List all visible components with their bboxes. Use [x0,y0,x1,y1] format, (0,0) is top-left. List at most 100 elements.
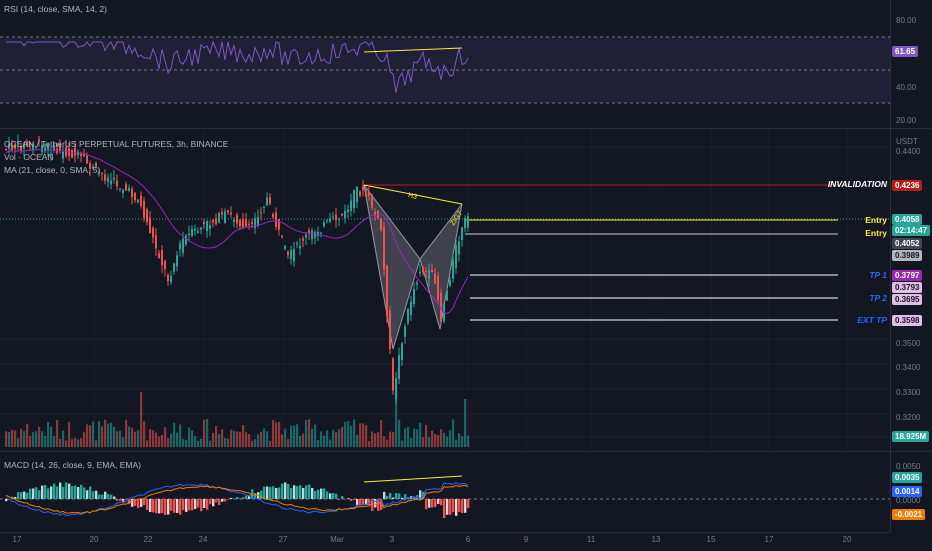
candle-body [314,232,316,238]
macd-histogram-bar [329,493,331,499]
macd-histogram-bar [230,498,232,499]
macd-histogram-bar [176,499,178,513]
volume-bar [467,436,469,447]
candle-body [248,224,250,225]
macd-histogram-bar [89,487,91,499]
ma-price-tag: 0.3989 [892,250,922,261]
volume-bar [233,431,235,447]
macd-histogram-bar [140,499,142,507]
volume-bar [395,387,397,447]
candle-body [368,192,370,196]
volume-bar [164,427,166,447]
volume-bar [434,434,436,447]
time-axis[interactable] [0,532,890,551]
entry-label-1: Entry [865,215,887,225]
macd-histogram-bar [398,494,400,499]
candle-body [326,220,328,221]
volume-bar [92,422,94,447]
macd-histogram-bar [206,499,208,510]
volume-bar [200,439,202,447]
macd-histogram-bar [164,499,166,515]
price-axis[interactable]: 80.00 40.00 20.00 61.65 USDT 0.4400 0.42… [890,0,932,550]
macd-histogram-bar [212,499,214,506]
volume-bar [299,436,301,447]
entry-price-tag: 0.4052 [892,238,922,249]
macd-histogram-bar [455,499,457,516]
macd-histogram-bar [203,499,205,508]
volume-bar [5,431,7,447]
candle-body [263,207,265,208]
macd-histogram-bar [137,499,139,508]
rsi-pane[interactable]: RSI (14, close, SMA, 14, 2) [0,0,890,127]
macd-histogram-bar [356,499,358,505]
macd-histogram-bar [224,499,226,501]
volume-bar [449,431,451,447]
volume-bar [101,426,103,447]
candle-body [173,264,175,272]
macd-histogram-bar [71,486,73,499]
volume-bar [149,429,151,447]
volume-tag: 18.925M [892,431,929,442]
volume-bar [344,422,346,447]
volume-bar [128,427,130,447]
macd-histogram-bar [269,487,271,499]
volume-bar [74,438,76,447]
volume-bar [374,433,376,447]
macd-histogram-bar [182,499,184,510]
volume-bar [383,436,385,447]
macd-histogram-bar [170,499,172,511]
volume-bar [86,424,88,447]
volume-bar [230,430,232,447]
volume-bar [212,433,214,447]
macd-histogram-bar [314,491,316,499]
volume-bar [440,429,442,447]
candle-body [290,250,292,259]
time-label: 13 [652,535,661,544]
volume-bar [134,432,136,447]
macd-histogram-bar [245,496,247,499]
volume-bar [461,436,463,447]
macd-pane[interactable]: MACD (14, 26, close, 9, EMA, EMA) [0,452,890,532]
candle-body [416,282,418,284]
volume-bar [131,428,133,447]
candle-body [332,217,334,218]
volume-bar [35,431,37,447]
candle-body [410,302,412,316]
candle-body [284,246,286,249]
price-tick-4400: 0.4400 [896,147,920,156]
volume-bar [20,429,22,447]
tp2-price-tag: 0.3695 [892,294,922,305]
price-pane[interactable]: OCEAN / TetherUS PERPETUAL FUTURES, 3h, … [0,129,890,450]
macd-histogram-bar [62,487,64,499]
macd-histogram-bar [95,491,97,499]
macd-hist-tag: 0.0035 [892,472,922,483]
ma-legend[interactable]: MA (21, close, 0, SMA, 5) [4,165,100,175]
volume-bar [17,438,19,447]
macd-histogram-bar [287,484,289,499]
macd-histogram-bar [362,499,364,505]
candle-body [233,220,235,222]
candle-body [464,218,466,228]
tp1-price-tag: 0.3797 [892,270,922,281]
macd-histogram-bar [59,483,61,499]
candle-body [278,219,280,230]
volume-bar [425,425,427,447]
macd-histogram-bar [35,487,37,499]
candle-body [86,156,88,164]
volume-legend[interactable]: Vol · OCEAN [4,152,54,162]
rsi-tick-40: 40.00 [896,83,916,92]
symbol-legend[interactable]: OCEAN / TetherUS PERPETUAL FUTURES, 3h, … [4,139,228,149]
macd-histogram-bar [101,495,103,499]
volume-bar [302,433,304,447]
volume-bar [89,425,91,447]
volume-bar [317,440,319,447]
volume-bar [272,420,274,447]
price-tick-3200: 0.3200 [896,413,920,422]
volume-bar [173,423,175,447]
macd-histogram-bar [26,493,28,499]
volume-bar [389,432,391,447]
candle-body [179,243,181,249]
volume-bar [347,421,349,447]
candle-body [431,270,433,272]
macd-histogram-bar [440,499,442,505]
